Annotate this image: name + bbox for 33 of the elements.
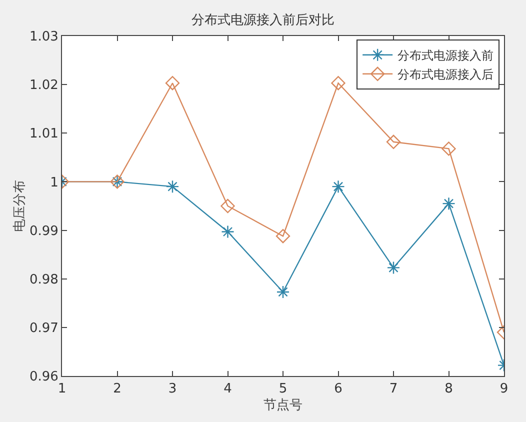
- point: [442, 196, 456, 210]
- legend-label: 分布式电源接入前: [398, 48, 494, 63]
- x-tick-label: 7: [389, 382, 398, 397]
- point: [165, 76, 180, 90]
- y-tick-label: 1: [50, 175, 58, 190]
- x-tick-label: 8: [444, 382, 453, 397]
- point: [442, 142, 456, 156]
- y-tick-label: 1.02: [29, 78, 58, 94]
- x-tick-label: 6: [334, 382, 342, 397]
- y-tick-label: 1.03: [29, 30, 58, 45]
- point: [166, 180, 180, 194]
- y-tick-label: 0.96: [29, 370, 58, 385]
- point: [221, 225, 234, 238]
- y-axis-title: 电压分布: [12, 180, 28, 232]
- point: [276, 229, 290, 244]
- point: [386, 261, 400, 274]
- point: [331, 76, 346, 90]
- chart-title: 分布式电源接入前后对比: [192, 12, 334, 28]
- point: [276, 285, 290, 299]
- y-tick-label: 1.01: [29, 126, 58, 142]
- legend-label: 分布式电源接入后: [398, 68, 494, 82]
- x-axis-title: 节点号: [264, 398, 302, 414]
- y-tick-label: 0.99: [29, 224, 58, 239]
- x-tick-label: 2: [113, 382, 122, 397]
- y-tick-label: 0.97: [29, 320, 58, 336]
- point: [332, 180, 345, 194]
- x-tick-label: 5: [278, 382, 288, 397]
- y-tick-label: 0.98: [29, 272, 58, 288]
- point: [386, 134, 401, 149]
- point: [220, 198, 235, 214]
- x-tick-label: 9: [500, 382, 508, 397]
- x-tick-label: 4: [224, 382, 232, 397]
- x-tick-label: 3: [168, 382, 177, 397]
